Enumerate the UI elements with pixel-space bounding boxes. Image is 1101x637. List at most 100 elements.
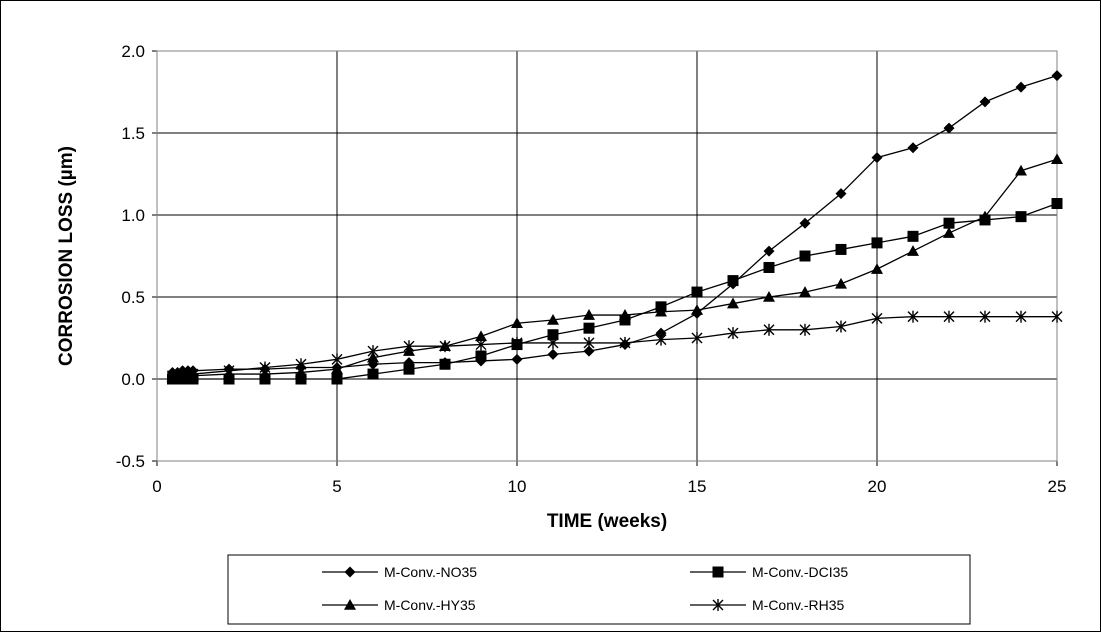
data-point xyxy=(547,348,559,360)
data-point xyxy=(763,261,775,273)
data-point xyxy=(259,373,271,385)
data-point xyxy=(835,277,847,289)
legend-box xyxy=(227,554,971,625)
data-point xyxy=(223,364,235,377)
data-series xyxy=(166,70,1063,385)
tick-labels: -0.5 0.0 0.5 1.0 1.5 2.0 0 5 10 15 20 25 xyxy=(116,42,1067,496)
data-point xyxy=(943,227,955,238)
data-point xyxy=(295,358,307,371)
data-point xyxy=(475,338,487,351)
data-point xyxy=(1051,153,1063,165)
data-point xyxy=(655,333,667,346)
legend-label: M-Conv.-RH35 xyxy=(752,597,845,613)
data-point xyxy=(979,96,991,108)
data-point xyxy=(763,291,775,302)
data-point xyxy=(259,361,271,374)
data-point xyxy=(835,188,847,200)
data-point xyxy=(835,243,847,255)
data-point xyxy=(511,353,523,365)
data-point xyxy=(871,263,883,274)
data-point xyxy=(619,314,631,326)
x-tick-label: 5 xyxy=(332,477,341,496)
y-axis-title: CORROSION LOSS (µm) xyxy=(56,146,77,366)
series-m-conv-hy35 xyxy=(166,153,1063,383)
data-point xyxy=(979,210,991,222)
x-tick-label: 25 xyxy=(1048,477,1067,496)
x-tick-label: 10 xyxy=(508,477,527,496)
data-point xyxy=(475,350,487,362)
data-point xyxy=(1051,198,1063,210)
data-point xyxy=(166,369,178,382)
series-m-conv-rh35 xyxy=(166,310,1063,382)
data-point xyxy=(331,353,343,366)
data-point xyxy=(583,336,595,349)
data-point xyxy=(439,340,451,353)
data-point xyxy=(943,217,955,229)
data-point xyxy=(799,217,811,229)
y-tick-label: 1.5 xyxy=(121,124,145,143)
data-point xyxy=(871,237,883,249)
data-point xyxy=(439,358,451,370)
legend-entry: M-Conv.-HY35 xyxy=(322,597,476,613)
data-point xyxy=(835,320,847,333)
data-point xyxy=(727,327,739,340)
y-tick-label: 1.0 xyxy=(121,206,145,225)
x-tick-label: 20 xyxy=(868,477,887,496)
data-point xyxy=(691,304,703,315)
legend-marker xyxy=(344,599,356,610)
data-point xyxy=(871,312,883,325)
data-point xyxy=(799,323,811,336)
data-point xyxy=(799,286,811,297)
legend-label: M-Conv.-NO35 xyxy=(384,564,477,580)
data-point xyxy=(583,322,595,334)
data-point xyxy=(727,297,739,309)
legend-entry: M-Conv.-DCI35 xyxy=(690,564,848,580)
data-point xyxy=(1015,310,1027,323)
data-point xyxy=(367,345,379,358)
x-tick-label: 15 xyxy=(688,477,707,496)
data-point xyxy=(979,310,991,323)
data-point xyxy=(907,230,919,242)
legend: M-Conv.-NO35 M-Conv.-DCI35 M-Conv.-HY35 M-C… xyxy=(227,554,971,625)
data-point xyxy=(619,336,631,349)
data-point xyxy=(223,373,235,385)
data-point xyxy=(691,332,703,344)
data-point xyxy=(943,122,955,134)
y-tick-label: 0.0 xyxy=(121,370,145,389)
data-point xyxy=(511,336,523,349)
y-tick-label: -0.5 xyxy=(116,452,145,471)
legend-label: M-Conv.-DCI35 xyxy=(752,564,848,580)
data-point xyxy=(547,313,559,325)
data-point xyxy=(655,327,667,339)
data-point xyxy=(475,330,487,342)
legend-marker xyxy=(712,599,724,611)
legend-label: M-Conv.-HY35 xyxy=(384,597,476,613)
data-point xyxy=(1051,310,1063,323)
data-point xyxy=(619,309,631,320)
data-point xyxy=(177,368,189,381)
data-point xyxy=(655,305,667,317)
y-tick-label: 2.0 xyxy=(121,42,145,61)
data-point xyxy=(182,368,194,381)
data-point xyxy=(547,329,559,341)
data-point xyxy=(799,250,811,262)
legend-entry: M-Conv.-RH35 xyxy=(690,597,845,613)
data-point xyxy=(583,309,595,320)
data-point xyxy=(907,245,919,256)
data-point xyxy=(331,373,343,385)
data-point xyxy=(907,310,919,323)
data-point xyxy=(1015,81,1027,93)
data-point xyxy=(691,286,703,298)
x-axis-title: TIME (weeks) xyxy=(547,511,667,532)
data-point xyxy=(367,368,379,380)
legend-marker xyxy=(712,566,724,578)
data-point xyxy=(1015,164,1027,176)
legend-entry: M-Conv.-NO35 xyxy=(322,564,477,580)
data-point xyxy=(763,245,775,257)
data-point xyxy=(511,317,523,329)
data-point xyxy=(871,152,883,164)
legend-marker xyxy=(344,566,356,578)
